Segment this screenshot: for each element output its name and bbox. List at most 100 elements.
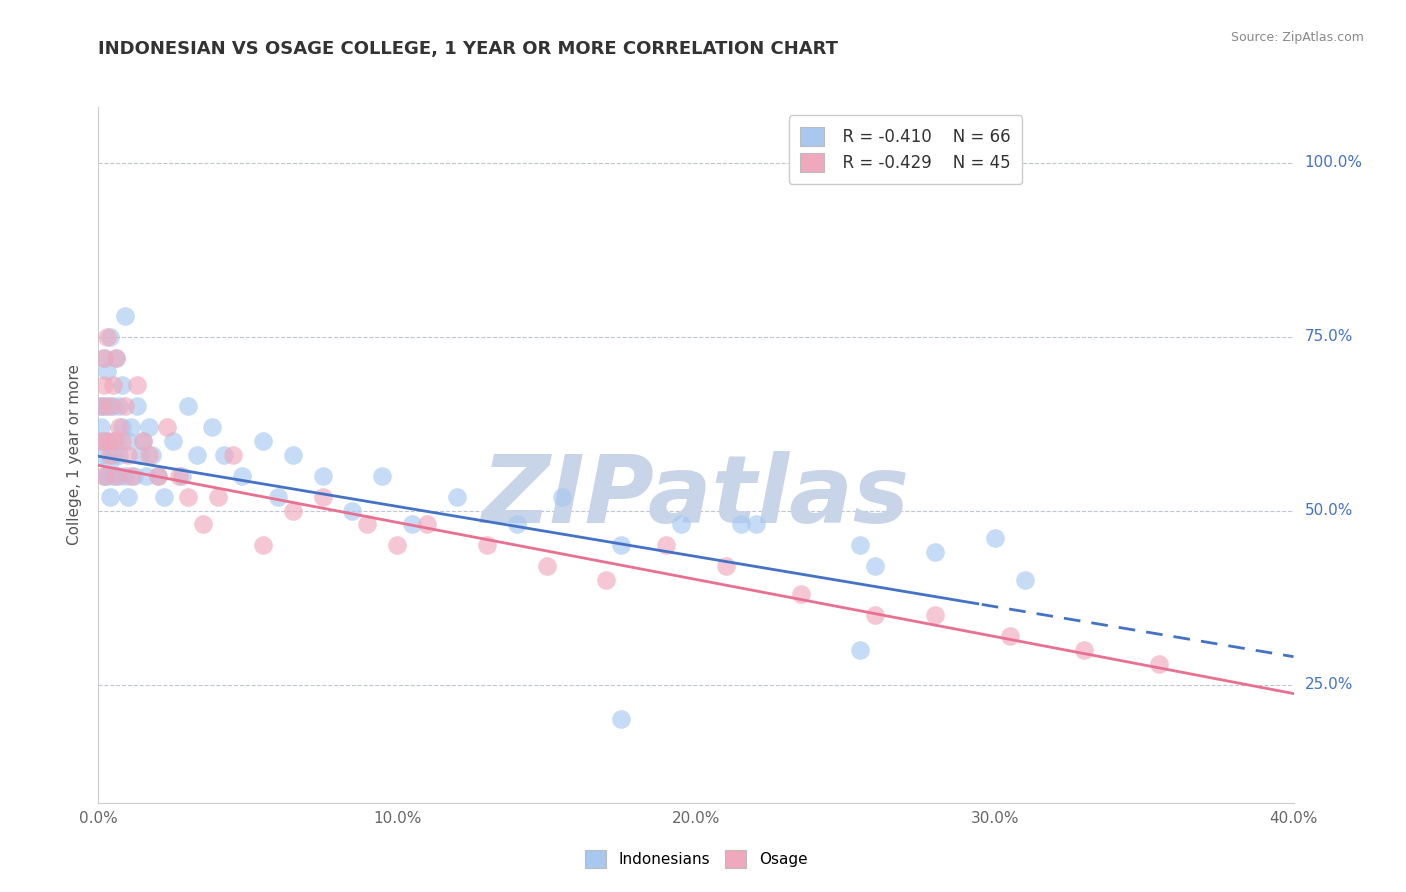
Text: 100.0%: 100.0% bbox=[1305, 155, 1362, 170]
Point bbox=[111, 420, 134, 434]
Point bbox=[201, 420, 224, 434]
Point bbox=[141, 448, 163, 462]
Point bbox=[177, 490, 200, 504]
Point bbox=[108, 420, 131, 434]
Point bbox=[416, 517, 439, 532]
Point bbox=[93, 378, 115, 392]
Point bbox=[138, 448, 160, 462]
Point bbox=[148, 468, 170, 483]
Point bbox=[669, 517, 692, 532]
Point bbox=[849, 538, 872, 552]
Text: 25.0%: 25.0% bbox=[1305, 677, 1353, 692]
Point bbox=[156, 420, 179, 434]
Point bbox=[90, 399, 112, 413]
Point bbox=[983, 532, 1005, 546]
Text: Source: ZipAtlas.com: Source: ZipAtlas.com bbox=[1230, 31, 1364, 45]
Point bbox=[96, 434, 118, 448]
Point bbox=[129, 448, 152, 462]
Point bbox=[153, 490, 176, 504]
Point bbox=[595, 573, 617, 587]
Y-axis label: College, 1 year or more: College, 1 year or more bbox=[67, 365, 83, 545]
Point bbox=[252, 434, 274, 448]
Point bbox=[745, 517, 768, 532]
Point bbox=[105, 351, 128, 365]
Point bbox=[105, 434, 128, 448]
Point bbox=[108, 468, 131, 483]
Point bbox=[281, 448, 304, 462]
Point bbox=[281, 503, 304, 517]
Point bbox=[90, 420, 112, 434]
Point bbox=[98, 329, 122, 343]
Point bbox=[111, 434, 134, 448]
Point bbox=[96, 364, 118, 378]
Point bbox=[231, 468, 253, 483]
Point bbox=[93, 434, 115, 448]
Point bbox=[127, 399, 149, 413]
Text: 50.0%: 50.0% bbox=[1305, 503, 1353, 518]
Point bbox=[385, 538, 409, 552]
Point bbox=[98, 399, 122, 413]
Point bbox=[114, 468, 136, 483]
Point bbox=[90, 434, 112, 448]
Point bbox=[172, 468, 194, 483]
Point bbox=[117, 490, 139, 504]
Point bbox=[924, 607, 946, 622]
Point bbox=[148, 468, 170, 483]
Point bbox=[103, 434, 125, 448]
Point bbox=[103, 468, 125, 483]
Point bbox=[1014, 573, 1036, 587]
Point bbox=[96, 399, 118, 413]
Point bbox=[114, 309, 136, 323]
Point bbox=[311, 468, 333, 483]
Point bbox=[108, 448, 131, 462]
Point bbox=[714, 559, 737, 574]
Point bbox=[222, 448, 245, 462]
Point bbox=[167, 468, 190, 483]
Point bbox=[311, 490, 333, 504]
Point bbox=[212, 448, 235, 462]
Point bbox=[371, 468, 394, 483]
Point bbox=[536, 559, 558, 574]
Point bbox=[103, 448, 125, 462]
Text: ZIPatlas: ZIPatlas bbox=[482, 450, 910, 542]
Point bbox=[96, 329, 118, 343]
Point bbox=[401, 517, 423, 532]
Point bbox=[132, 434, 155, 448]
Point bbox=[655, 538, 678, 552]
Legend: Indonesians, Osage: Indonesians, Osage bbox=[574, 839, 818, 879]
Point bbox=[506, 517, 529, 532]
Point bbox=[93, 351, 115, 365]
Point bbox=[96, 468, 118, 483]
Point bbox=[93, 468, 115, 483]
Point bbox=[849, 642, 872, 657]
Point bbox=[1147, 657, 1170, 671]
Point bbox=[127, 378, 149, 392]
Point bbox=[550, 490, 572, 504]
Point bbox=[98, 448, 122, 462]
Point bbox=[475, 538, 498, 552]
Point bbox=[117, 448, 139, 462]
Point bbox=[105, 468, 128, 483]
Point bbox=[924, 545, 946, 559]
Point bbox=[93, 351, 115, 365]
Point bbox=[998, 629, 1021, 643]
Point bbox=[124, 468, 146, 483]
Point bbox=[865, 607, 887, 622]
Point bbox=[610, 538, 633, 552]
Point bbox=[342, 503, 364, 517]
Point bbox=[90, 399, 112, 413]
Point bbox=[117, 434, 139, 448]
Point bbox=[105, 351, 128, 365]
Point bbox=[446, 490, 468, 504]
Point bbox=[138, 420, 160, 434]
Point bbox=[103, 378, 125, 392]
Point bbox=[114, 399, 136, 413]
Point bbox=[135, 468, 157, 483]
Point bbox=[177, 399, 200, 413]
Point bbox=[132, 434, 155, 448]
Point bbox=[162, 434, 184, 448]
Text: INDONESIAN VS OSAGE COLLEGE, 1 YEAR OR MORE CORRELATION CHART: INDONESIAN VS OSAGE COLLEGE, 1 YEAR OR M… bbox=[98, 40, 838, 58]
Point bbox=[730, 517, 752, 532]
Text: 75.0%: 75.0% bbox=[1305, 329, 1353, 344]
Point bbox=[186, 448, 208, 462]
